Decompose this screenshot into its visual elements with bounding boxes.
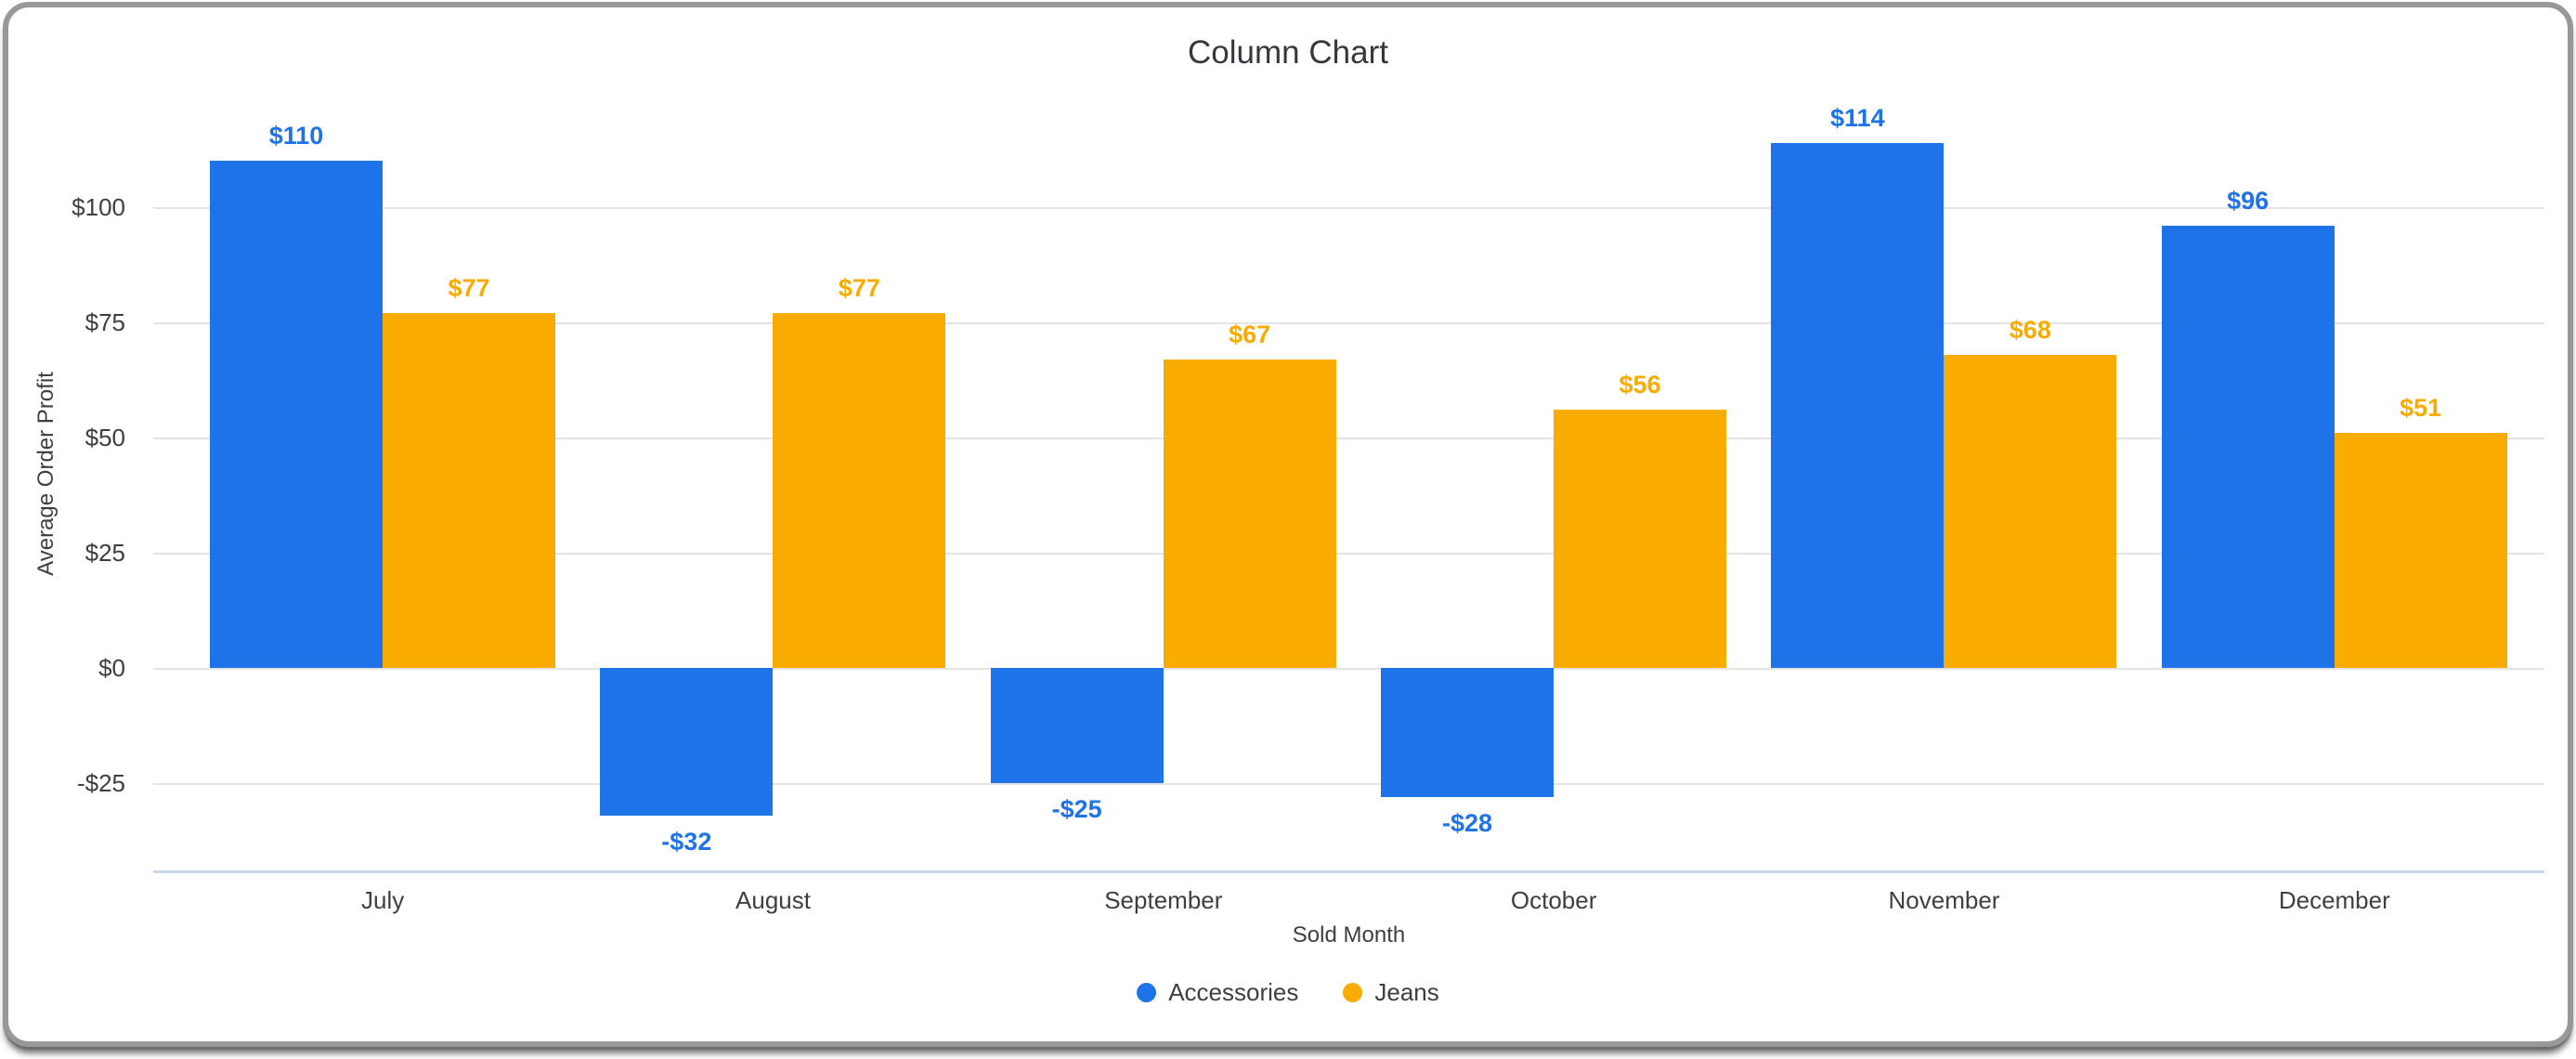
bar-accessories-november[interactable] [1771,143,1945,668]
x-tick-label-september: September [1104,886,1223,914]
x-tick-label-october: October [1510,886,1597,914]
value-label-accessories-november: $114 [1830,104,1885,132]
gridline [153,438,2544,439]
x-tick-label-december: December [2278,886,2390,914]
legend-item-accessories: Accessories [1137,976,1298,1008]
chart-legend: Accessories Jeans [0,972,2576,1013]
value-label-accessories-august: -$32 [661,828,712,856]
y-tick-label: -$25 [76,769,125,797]
y-tick-label: $75 [85,308,125,336]
x-tick-label-november: November [1888,886,2000,914]
legend-label: Accessories [1168,978,1299,1006]
bar-group-july: $110 $77 [188,74,578,873]
gridline [153,553,2544,555]
bar-accessories-december[interactable] [2161,226,2335,668]
bars-layer: $110 $77 -$32 $77 -$25 $67 -$28 $56 $114 $68 $96 $5… [188,74,2530,873]
y-axis-ticks: $100 $75 $50 $25 $0 -$25 [0,0,125,1059]
bar-group-december: $96 $51 [2140,74,2530,873]
bar-accessories-october[interactable] [1380,668,1554,797]
gridline [153,783,2544,785]
legend-dot-icon [1137,982,1157,1002]
value-label-jeans-october: $56 [1619,371,1661,399]
legend-label: Jeans [1374,978,1439,1006]
value-label-accessories-july: $110 [268,122,324,150]
legend-item-jeans: Jeans [1343,976,1439,1008]
bar-accessories-july[interactable] [210,161,383,668]
bar-jeans-september[interactable] [1163,360,1336,668]
bar-jeans-november[interactable] [1944,355,2117,668]
x-axis-labels: July August September October November Decemb… [188,884,2530,916]
value-label-accessories-october: -$28 [1441,809,1492,837]
plot-area: $110 $77 -$32 $77 -$25 $67 -$28 $56 $114 $68 $96 $5… [153,74,2544,873]
legend-dot-icon [1343,982,1363,1002]
y-tick-label: $100 [72,193,125,221]
value-label-jeans-september: $67 [1229,320,1271,348]
bar-jeans-july[interactable] [383,313,555,668]
value-label-jeans-july: $77 [448,274,490,302]
chart-title: Column Chart [1188,34,1388,71]
bar-jeans-august[interactable] [773,313,946,668]
bar-accessories-september[interactable] [990,668,1164,783]
value-label-jeans-december: $51 [2400,394,2442,422]
bar-group-august: -$32 $77 [578,74,968,873]
y-tick-label: $50 [85,424,125,451]
x-axis-title: Sold Month [1292,922,1406,948]
bar-accessories-august[interactable] [600,668,774,816]
gridline [153,207,2544,209]
value-label-accessories-december: $96 [2227,187,2270,215]
bar-jeans-december[interactable] [2334,433,2507,668]
gridline [153,668,2544,670]
value-label-jeans-august: $77 [838,274,880,302]
bar-group-september: -$25 $67 [969,74,1359,873]
x-axis-line [153,870,2544,873]
value-label-jeans-november: $68 [2009,316,2051,344]
bar-jeans-october[interactable] [1553,410,1726,668]
value-label-accessories-september: -$25 [1051,795,1102,823]
y-tick-label: $0 [98,654,125,682]
bar-group-october: -$28 $56 [1359,74,1749,873]
gridline [153,322,2544,324]
x-tick-label-august: August [735,886,811,914]
x-tick-label-july: July [361,886,405,914]
bar-group-november: $114 $68 [1749,74,2139,873]
y-tick-label: $25 [85,539,125,567]
